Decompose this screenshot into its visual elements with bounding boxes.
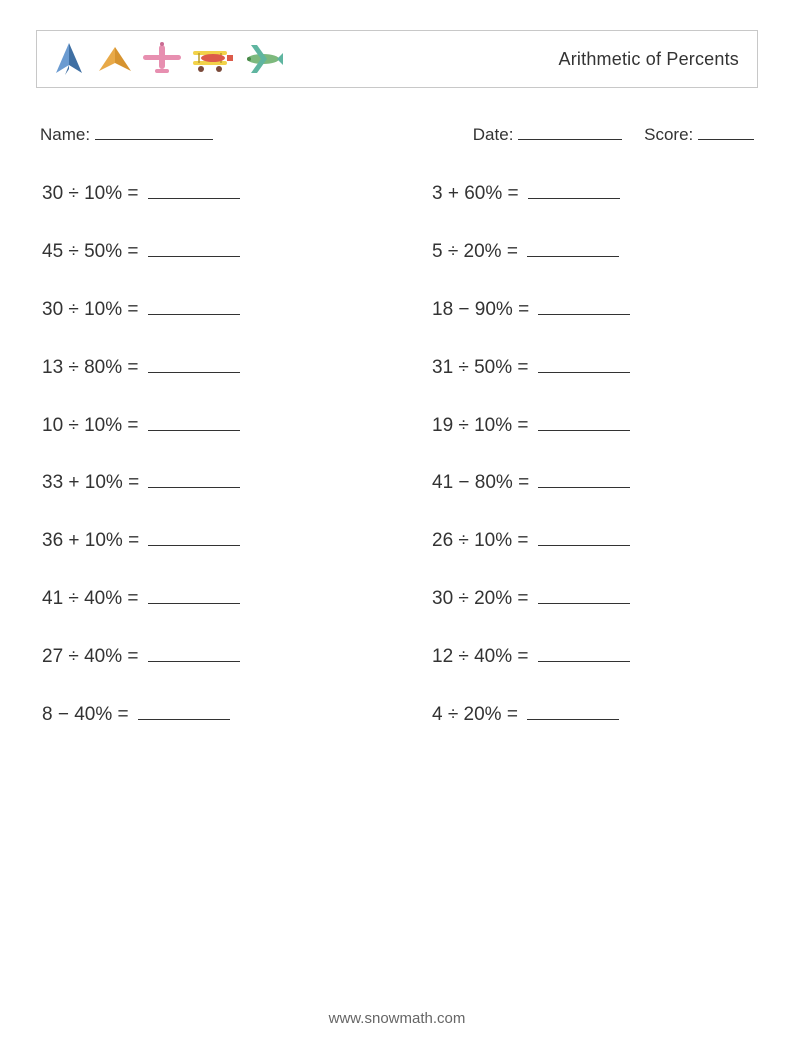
problems-grid: 30 ÷ 10% = 3 + 60% = 45 ÷ 50% = 5 ÷ 20% … (36, 179, 758, 726)
answer-blank[interactable] (148, 469, 240, 489)
problem-item: 31 ÷ 50% = (432, 353, 756, 379)
date-label: Date: (473, 125, 518, 144)
problem-expression: 26 ÷ 10% = (432, 530, 534, 552)
answer-blank[interactable] (148, 584, 240, 604)
meta-row: Name: Date: Score: (36, 122, 758, 145)
problem-expression: 30 ÷ 20% = (432, 588, 534, 610)
problem-item: 8 − 40% = (42, 700, 394, 726)
problem-expression: 30 ÷ 10% = (42, 183, 144, 205)
answer-blank[interactable] (148, 526, 240, 546)
problem-expression: 12 ÷ 40% = (432, 646, 534, 668)
score-blank[interactable] (698, 122, 754, 140)
footer-url: www.snowmath.com (0, 1010, 794, 1027)
answer-blank[interactable] (148, 353, 240, 373)
answer-blank[interactable] (538, 526, 630, 546)
name-field: Name: (40, 122, 213, 145)
problem-expression: 5 ÷ 20% = (432, 241, 523, 263)
answer-blank[interactable] (148, 295, 240, 315)
answer-blank[interactable] (527, 700, 619, 720)
name-label: Name: (40, 125, 95, 144)
header-icons (49, 39, 287, 79)
problem-expression: 8 − 40% = (42, 704, 134, 726)
answer-blank[interactable] (538, 353, 630, 373)
problem-item: 33 + 10% = (42, 469, 394, 495)
answer-blank[interactable] (538, 469, 630, 489)
problem-item: 10 ÷ 10% = (42, 411, 394, 437)
problem-expression: 30 ÷ 10% = (42, 299, 144, 321)
problem-expression: 4 ÷ 20% = (432, 704, 523, 726)
problem-expression: 27 ÷ 40% = (42, 646, 144, 668)
problem-item: 4 ÷ 20% = (432, 700, 756, 726)
answer-blank[interactable] (527, 237, 619, 257)
header-box: Arithmetic of Percents (36, 30, 758, 88)
answer-blank[interactable] (538, 411, 630, 431)
score-field: Score: (644, 122, 754, 145)
answer-blank[interactable] (138, 700, 230, 720)
problem-item: 45 ÷ 50% = (42, 237, 394, 263)
answer-blank[interactable] (148, 642, 240, 662)
problem-item: 36 + 10% = (42, 526, 394, 552)
airplane-pink-icon (141, 39, 183, 79)
problem-item: 18 − 90% = (432, 295, 756, 321)
problem-expression: 45 ÷ 50% = (42, 241, 144, 263)
paper-plane-icon (49, 39, 89, 79)
problem-expression: 31 ÷ 50% = (432, 357, 534, 379)
problem-expression: 41 ÷ 40% = (42, 588, 144, 610)
problem-item: 12 ÷ 40% = (432, 642, 756, 668)
meta-right: Date: Score: (473, 122, 754, 145)
problem-item: 13 ÷ 80% = (42, 353, 394, 379)
airplane-green-icon (241, 39, 287, 79)
problem-expression: 13 ÷ 80% = (42, 357, 144, 379)
answer-blank[interactable] (148, 237, 240, 257)
problem-item: 26 ÷ 10% = (432, 526, 756, 552)
problem-item: 41 ÷ 40% = (42, 584, 394, 610)
problem-item: 27 ÷ 40% = (42, 642, 394, 668)
worksheet-page: Arithmetic of Percents Name: Date: Score… (0, 0, 794, 726)
problem-expression: 33 + 10% = (42, 472, 144, 494)
problem-item: 30 ÷ 10% = (42, 179, 394, 205)
date-blank[interactable] (518, 122, 622, 140)
answer-blank[interactable] (148, 411, 240, 431)
answer-blank[interactable] (148, 179, 240, 199)
answer-blank[interactable] (538, 295, 630, 315)
problem-item: 3 + 60% = (432, 179, 756, 205)
answer-blank[interactable] (538, 642, 630, 662)
problem-item: 30 ÷ 20% = (432, 584, 756, 610)
problem-item: 41 − 80% = (432, 469, 756, 495)
answer-blank[interactable] (528, 179, 620, 199)
problem-expression: 10 ÷ 10% = (42, 415, 144, 437)
problem-item: 30 ÷ 10% = (42, 295, 394, 321)
answer-blank[interactable] (538, 584, 630, 604)
problem-expression: 41 − 80% = (432, 472, 534, 494)
score-label: Score: (644, 125, 698, 144)
name-blank[interactable] (95, 122, 213, 140)
problem-item: 19 ÷ 10% = (432, 411, 756, 437)
problem-expression: 36 + 10% = (42, 530, 144, 552)
worksheet-title: Arithmetic of Percents (559, 49, 739, 70)
paper-plane-wide-icon (95, 39, 135, 79)
problem-expression: 3 + 60% = (432, 183, 524, 205)
problem-expression: 18 − 90% = (432, 299, 534, 321)
problem-expression: 19 ÷ 10% = (432, 415, 534, 437)
problem-item: 5 ÷ 20% = (432, 237, 756, 263)
biplane-icon (189, 39, 235, 79)
date-field: Date: (473, 122, 622, 145)
